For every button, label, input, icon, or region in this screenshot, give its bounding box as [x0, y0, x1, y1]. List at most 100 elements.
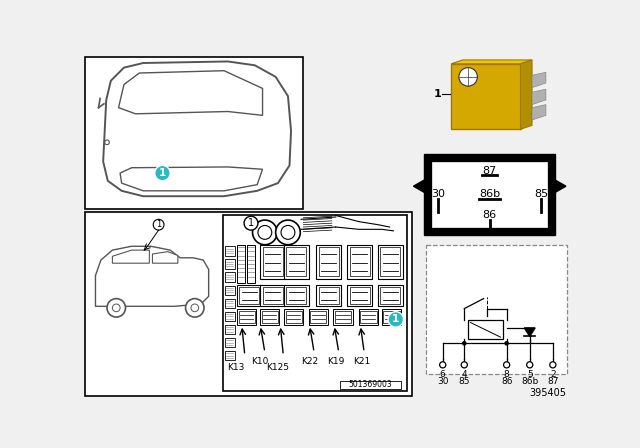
- Circle shape: [113, 304, 120, 312]
- Bar: [359, 310, 378, 325]
- Circle shape: [244, 216, 258, 230]
- Bar: [284, 285, 308, 306]
- Text: 4: 4: [461, 370, 467, 379]
- Bar: [237, 310, 257, 325]
- Text: 2: 2: [550, 370, 556, 379]
- Bar: [348, 245, 372, 280]
- Polygon shape: [152, 252, 178, 263]
- Text: 86: 86: [483, 211, 497, 220]
- Bar: [360, 311, 376, 323]
- Polygon shape: [413, 180, 424, 192]
- Polygon shape: [532, 89, 546, 104]
- Text: K21: K21: [353, 357, 371, 366]
- Bar: [382, 310, 401, 325]
- Circle shape: [276, 220, 300, 245]
- Circle shape: [527, 362, 533, 368]
- Bar: [284, 310, 303, 325]
- Bar: [333, 310, 353, 325]
- Bar: [468, 320, 503, 340]
- Polygon shape: [95, 246, 209, 306]
- Polygon shape: [113, 250, 149, 263]
- Text: K125: K125: [266, 363, 289, 372]
- Circle shape: [153, 220, 164, 230]
- Text: 86b: 86b: [521, 377, 538, 386]
- Text: K19: K19: [327, 357, 344, 366]
- Bar: [316, 245, 341, 280]
- Bar: [432, 162, 547, 227]
- Circle shape: [107, 299, 125, 317]
- Text: 85: 85: [534, 189, 548, 199]
- Polygon shape: [120, 167, 262, 191]
- Text: 6: 6: [440, 370, 445, 379]
- Bar: [319, 287, 339, 304]
- Bar: [225, 312, 235, 321]
- Bar: [284, 245, 308, 280]
- Bar: [262, 287, 283, 304]
- Circle shape: [461, 362, 467, 368]
- Circle shape: [186, 299, 204, 317]
- Bar: [316, 285, 341, 306]
- FancyBboxPatch shape: [451, 64, 520, 129]
- Bar: [287, 287, 307, 304]
- Text: 30: 30: [437, 377, 449, 386]
- Bar: [380, 287, 401, 304]
- Bar: [239, 287, 259, 304]
- Bar: [225, 272, 235, 282]
- Bar: [287, 247, 307, 276]
- Circle shape: [504, 341, 509, 345]
- Bar: [262, 311, 278, 323]
- Bar: [237, 245, 245, 283]
- Bar: [424, 154, 555, 235]
- Bar: [223, 215, 407, 391]
- Bar: [380, 247, 401, 276]
- Bar: [308, 310, 328, 325]
- Text: 501369003: 501369003: [348, 380, 392, 389]
- Text: K10: K10: [252, 357, 269, 366]
- Bar: [340, 381, 401, 389]
- Bar: [237, 285, 262, 306]
- Bar: [383, 311, 399, 323]
- Text: 1: 1: [433, 89, 441, 99]
- Circle shape: [281, 225, 295, 239]
- Bar: [285, 311, 302, 323]
- Polygon shape: [103, 61, 291, 196]
- Bar: [335, 311, 351, 323]
- Text: 1: 1: [392, 314, 399, 324]
- Circle shape: [504, 362, 509, 368]
- Circle shape: [388, 312, 403, 327]
- Bar: [225, 285, 235, 295]
- Circle shape: [459, 68, 477, 86]
- Bar: [84, 57, 303, 209]
- Text: 85: 85: [458, 377, 470, 386]
- Text: 8: 8: [504, 370, 509, 379]
- Text: 395405: 395405: [530, 388, 566, 397]
- Text: 1: 1: [156, 220, 161, 229]
- Bar: [378, 285, 403, 306]
- Bar: [225, 299, 235, 308]
- Text: 86b: 86b: [479, 189, 500, 199]
- Polygon shape: [520, 60, 532, 129]
- Text: 1: 1: [159, 168, 166, 178]
- Text: 1: 1: [248, 218, 254, 228]
- Circle shape: [191, 304, 198, 312]
- Bar: [378, 245, 403, 280]
- Text: 30: 30: [431, 189, 445, 199]
- Bar: [260, 310, 280, 325]
- Bar: [225, 351, 235, 360]
- Circle shape: [550, 362, 556, 368]
- Text: 87: 87: [547, 377, 559, 386]
- Polygon shape: [532, 104, 546, 120]
- Bar: [348, 285, 372, 306]
- Bar: [319, 247, 339, 276]
- Bar: [225, 259, 235, 269]
- Bar: [262, 247, 283, 276]
- Bar: [349, 287, 369, 304]
- Bar: [310, 311, 326, 323]
- Polygon shape: [118, 71, 262, 116]
- Bar: [84, 212, 412, 396]
- Circle shape: [253, 220, 277, 245]
- Bar: [225, 246, 235, 255]
- Circle shape: [155, 165, 170, 181]
- Text: K13: K13: [227, 363, 244, 372]
- Bar: [239, 311, 255, 323]
